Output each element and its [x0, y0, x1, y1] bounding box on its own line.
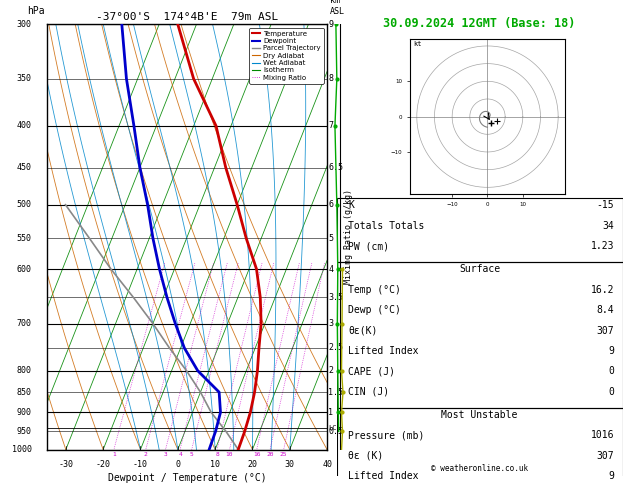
Text: PW (cm): PW (cm) — [348, 241, 389, 251]
Text: 450: 450 — [17, 163, 32, 172]
Text: 0: 0 — [608, 387, 614, 397]
Text: CAPE (J): CAPE (J) — [348, 366, 395, 377]
Text: Most Unstable: Most Unstable — [442, 410, 518, 420]
Text: 1.5: 1.5 — [328, 388, 343, 397]
Text: 20: 20 — [266, 451, 274, 457]
Text: 500: 500 — [17, 200, 32, 209]
Text: 25: 25 — [280, 451, 287, 457]
Text: 600: 600 — [17, 264, 32, 274]
Text: kt: kt — [413, 41, 422, 47]
Text: 9: 9 — [608, 346, 614, 356]
Text: 6.5: 6.5 — [328, 163, 343, 172]
Text: 5: 5 — [190, 451, 194, 457]
Text: 700: 700 — [17, 319, 32, 328]
Text: hPa: hPa — [28, 6, 45, 16]
Text: 1000: 1000 — [12, 445, 32, 454]
Text: 9: 9 — [328, 20, 333, 29]
Text: -10: -10 — [133, 460, 148, 469]
Text: 2: 2 — [328, 366, 333, 375]
Text: 2: 2 — [144, 451, 148, 457]
Text: 30: 30 — [285, 460, 295, 469]
Text: CIN (J): CIN (J) — [348, 387, 389, 397]
Text: 16.2: 16.2 — [591, 285, 614, 295]
Text: 34: 34 — [603, 221, 614, 231]
Text: km
ASL: km ASL — [330, 0, 345, 16]
Text: Totals Totals: Totals Totals — [348, 221, 425, 231]
Text: Dewpoint / Temperature (°C): Dewpoint / Temperature (°C) — [108, 473, 267, 483]
Text: 10: 10 — [226, 451, 233, 457]
Bar — [337, 408, 623, 486]
Text: 307: 307 — [596, 451, 614, 461]
Text: 40: 40 — [322, 460, 332, 469]
Text: 307: 307 — [596, 326, 614, 336]
Text: 400: 400 — [17, 122, 32, 130]
Text: 8: 8 — [328, 74, 333, 83]
Text: 1.23: 1.23 — [591, 241, 614, 251]
Text: 8: 8 — [215, 451, 219, 457]
Text: © weatheronline.co.uk: © weatheronline.co.uk — [431, 465, 528, 473]
Text: 3: 3 — [328, 319, 333, 328]
Text: 2.5: 2.5 — [328, 344, 343, 352]
Text: 3.5: 3.5 — [328, 293, 343, 302]
Text: θε(K): θε(K) — [348, 326, 377, 336]
Text: 16: 16 — [253, 451, 260, 457]
Bar — [337, 198, 623, 262]
Bar — [337, 262, 623, 408]
Text: 30.09.2024 12GMT (Base: 18): 30.09.2024 12GMT (Base: 18) — [384, 17, 576, 30]
Text: 800: 800 — [17, 366, 32, 375]
Text: 6: 6 — [328, 200, 333, 209]
Text: 7: 7 — [328, 122, 333, 130]
Text: LCL: LCL — [328, 425, 341, 431]
Text: 20: 20 — [247, 460, 257, 469]
Text: 1016: 1016 — [591, 431, 614, 440]
Text: 4: 4 — [328, 264, 333, 274]
Text: 0.5: 0.5 — [328, 427, 343, 436]
Text: -15: -15 — [596, 200, 614, 210]
Text: 850: 850 — [17, 388, 32, 397]
Text: 1: 1 — [112, 451, 116, 457]
Text: 10: 10 — [210, 460, 220, 469]
Text: 0: 0 — [608, 366, 614, 377]
Text: Lifted Index: Lifted Index — [348, 346, 418, 356]
Text: 4: 4 — [178, 451, 182, 457]
Text: 3: 3 — [164, 451, 167, 457]
Text: θε (K): θε (K) — [348, 451, 383, 461]
Text: 1: 1 — [328, 408, 333, 417]
Title: -37°00'S  174°4B'E  79m ASL: -37°00'S 174°4B'E 79m ASL — [96, 12, 278, 22]
Text: 900: 900 — [17, 408, 32, 417]
Text: Pressure (mb): Pressure (mb) — [348, 431, 425, 440]
Text: Dewp (°C): Dewp (°C) — [348, 305, 401, 315]
Text: K: K — [348, 200, 354, 210]
Text: 9: 9 — [608, 471, 614, 481]
Text: 950: 950 — [17, 427, 32, 436]
Text: 300: 300 — [17, 20, 32, 29]
Text: 0: 0 — [175, 460, 181, 469]
Text: 8.4: 8.4 — [596, 305, 614, 315]
Text: Temp (°C): Temp (°C) — [348, 285, 401, 295]
Text: 5: 5 — [328, 234, 333, 243]
Legend: Temperature, Dewpoint, Parcel Trajectory, Dry Adiabat, Wet Adiabat, Isotherm, Mi: Temperature, Dewpoint, Parcel Trajectory… — [249, 28, 323, 84]
Text: 550: 550 — [17, 234, 32, 243]
Text: Surface: Surface — [459, 264, 500, 275]
Text: Lifted Index: Lifted Index — [348, 471, 418, 481]
Text: -30: -30 — [58, 460, 74, 469]
Text: Mixing Ratio (g/kg): Mixing Ratio (g/kg) — [344, 190, 353, 284]
Text: -20: -20 — [96, 460, 111, 469]
Text: 350: 350 — [17, 74, 32, 83]
